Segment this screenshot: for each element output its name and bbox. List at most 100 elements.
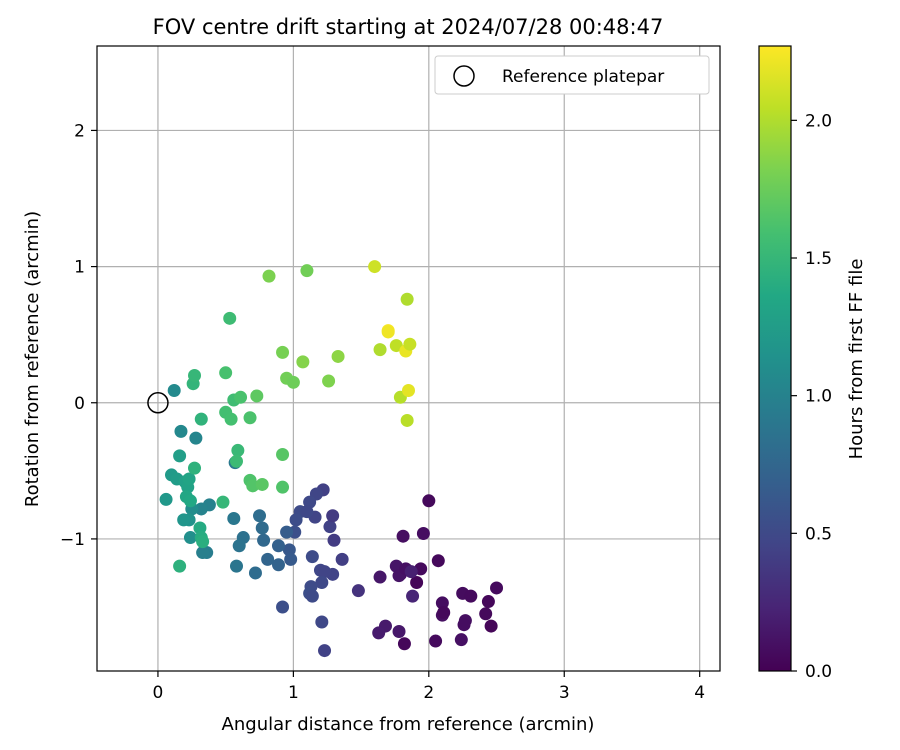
- scatter-point: [282, 543, 296, 557]
- scatter-point: [351, 584, 365, 598]
- legend-marker-icon: [453, 65, 475, 87]
- scatter-point: [300, 505, 314, 519]
- scatter-point: [173, 449, 187, 463]
- scatter-point: [437, 605, 451, 619]
- scatter-point: [216, 495, 230, 509]
- scatter-point: [255, 521, 269, 535]
- scatter-point: [182, 472, 196, 486]
- scatter-point: [322, 374, 336, 388]
- scatter-point: [331, 349, 345, 363]
- scatter-point: [422, 494, 436, 508]
- scatter-point: [454, 633, 468, 647]
- scatter-point: [255, 477, 269, 491]
- y-tick-label: 0: [74, 394, 85, 414]
- scatter-point: [410, 575, 424, 589]
- scatter-point: [286, 375, 300, 389]
- scatter-point: [194, 502, 208, 516]
- scatter-point: [232, 539, 246, 553]
- scatter-point: [189, 431, 203, 445]
- data-points: [159, 260, 504, 658]
- x-axis-ticks: 0 1 2 3 4: [153, 671, 705, 703]
- scatter-point: [183, 494, 197, 508]
- colorbar-label: Hours from first FF file: [846, 259, 867, 460]
- scatter-point: [284, 552, 298, 566]
- scatter-point: [243, 411, 257, 425]
- scatter-point: [326, 509, 340, 523]
- colorbar-tick-label: 0.0: [805, 662, 832, 682]
- scatter-point: [481, 595, 495, 609]
- scatter-point: [173, 559, 187, 573]
- scatter-point: [400, 292, 414, 306]
- scatter-point: [253, 509, 267, 523]
- scatter-point: [219, 366, 233, 380]
- scatter-point: [402, 383, 415, 397]
- scatter-point: [276, 447, 290, 461]
- scatter-point: [305, 589, 319, 603]
- scatter-point: [335, 552, 349, 566]
- scatter-point: [479, 607, 493, 621]
- scatter-point: [276, 600, 290, 614]
- y-tick-label: −1: [60, 530, 85, 550]
- scatter-point: [396, 529, 410, 543]
- scatter-point: [397, 637, 411, 651]
- scatter-point: [289, 513, 303, 527]
- scatter-point: [224, 412, 238, 426]
- scatter-point: [271, 558, 285, 572]
- legend: Reference platepar: [434, 55, 710, 95]
- colorbar-tick-label: 2.0: [805, 111, 832, 131]
- scatter-point: [174, 424, 188, 438]
- scatter-point: [257, 533, 271, 547]
- scatter-point: [484, 619, 498, 633]
- colorbar: 0.0 0.5 1.0 1.5 2.0 Hours from first FF file: [758, 45, 867, 682]
- scatter-point: [315, 615, 329, 629]
- y-tick-label: 2: [74, 121, 85, 141]
- scatter-point: [457, 618, 471, 632]
- scatter-point: [431, 554, 445, 568]
- scatter-point: [159, 492, 173, 506]
- colorbar-tick-label: 0.5: [805, 524, 832, 544]
- scatter-point: [416, 526, 430, 540]
- x-axis-label: Angular distance from reference (arcmin): [222, 714, 595, 735]
- scatter-point: [229, 454, 243, 468]
- reference-point-marker: [147, 392, 169, 414]
- scatter-point: [196, 535, 210, 549]
- x-tick-label: 2: [423, 683, 434, 703]
- scatter-point: [318, 644, 332, 658]
- y-axis-label: Rotation from reference (arcmin): [22, 211, 43, 507]
- colorbar-tick-label: 1.0: [805, 387, 832, 407]
- scatter-point: [464, 589, 478, 603]
- scatter-point: [404, 565, 418, 579]
- x-tick-label: 3: [559, 683, 570, 703]
- scatter-point: [193, 521, 207, 535]
- scatter-point: [196, 546, 210, 560]
- scatter-point: [300, 264, 314, 278]
- scatter-point: [177, 513, 191, 527]
- scatter-point: [229, 559, 243, 573]
- scatter-point: [234, 390, 248, 404]
- scatter-point: [318, 565, 332, 579]
- scatter-point: [261, 552, 275, 566]
- scatter-point: [406, 589, 420, 603]
- scatter-point: [271, 539, 285, 553]
- scatter-point: [389, 339, 403, 353]
- x-tick-label: 4: [694, 683, 705, 703]
- scatter-point: [315, 575, 329, 589]
- scatter-point: [381, 325, 395, 339]
- scatter-point: [327, 533, 341, 547]
- y-tick-label: 1: [74, 258, 85, 278]
- scatter-point: [373, 343, 387, 357]
- scatter-point: [248, 566, 262, 580]
- chart-title: FOV centre drift starting at 2024/07/28 …: [153, 15, 664, 39]
- scatter-point: [227, 511, 241, 525]
- scatter-point: [490, 581, 504, 595]
- legend-box: [434, 55, 710, 95]
- scatter-point: [276, 345, 290, 359]
- scatter-point: [373, 570, 387, 584]
- x-tick-label: 0: [153, 683, 164, 703]
- y-axis-ticks: −1 0 1 2: [60, 121, 97, 550]
- scatter-point: [296, 355, 310, 369]
- legend-entry-reference-platepar: Reference platepar: [502, 67, 664, 87]
- scatter-point: [231, 443, 245, 457]
- scatter-point: [392, 625, 406, 639]
